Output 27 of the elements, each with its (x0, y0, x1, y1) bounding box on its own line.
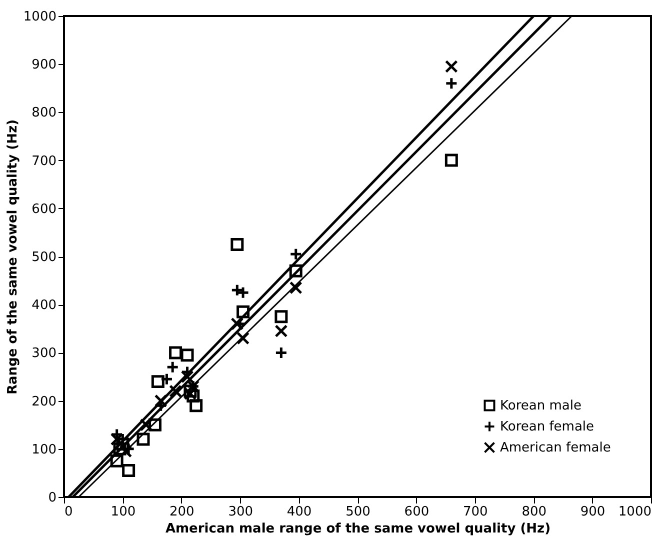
x-tick-label: 700 (462, 504, 488, 520)
y-tick-label: 800 (32, 106, 56, 121)
x-axis-title: American male range of the same vowel quality (Hz) (165, 522, 551, 536)
x-tick-label: 1000 (618, 504, 652, 520)
x-tick-label: 300 (228, 504, 254, 520)
y-tick-label: 500 (32, 250, 56, 265)
legend-label: American female (500, 440, 611, 456)
y-tick-label: 100 (32, 442, 56, 458)
x-tick-label: 0 (64, 504, 73, 520)
x-tick-label: 200 (169, 504, 194, 520)
x-tick-label: 600 (404, 504, 430, 520)
y-tick-label: 1000 (23, 10, 56, 24)
y-tick-label: 700 (32, 154, 56, 169)
y-tick-label: 200 (32, 394, 56, 410)
legend-label: Korean male (500, 398, 582, 414)
y-axis-title: Range of the same vowel quality (Hz) (5, 119, 20, 395)
legend-label: Korean female (500, 420, 594, 434)
y-tick-label: 0 (48, 490, 56, 506)
y-tick-label: 600 (32, 202, 56, 217)
y-tick-label: 400 (32, 298, 56, 314)
x-tick-label: 400 (286, 504, 312, 520)
x-tick-label: 500 (346, 504, 370, 520)
x-tick-label: 800 (522, 504, 547, 520)
x-tick-label: 900 (580, 504, 606, 520)
x-tick-label: 100 (110, 504, 136, 520)
y-tick-label: 300 (32, 346, 56, 362)
y-tick-label: 900 (32, 58, 56, 73)
